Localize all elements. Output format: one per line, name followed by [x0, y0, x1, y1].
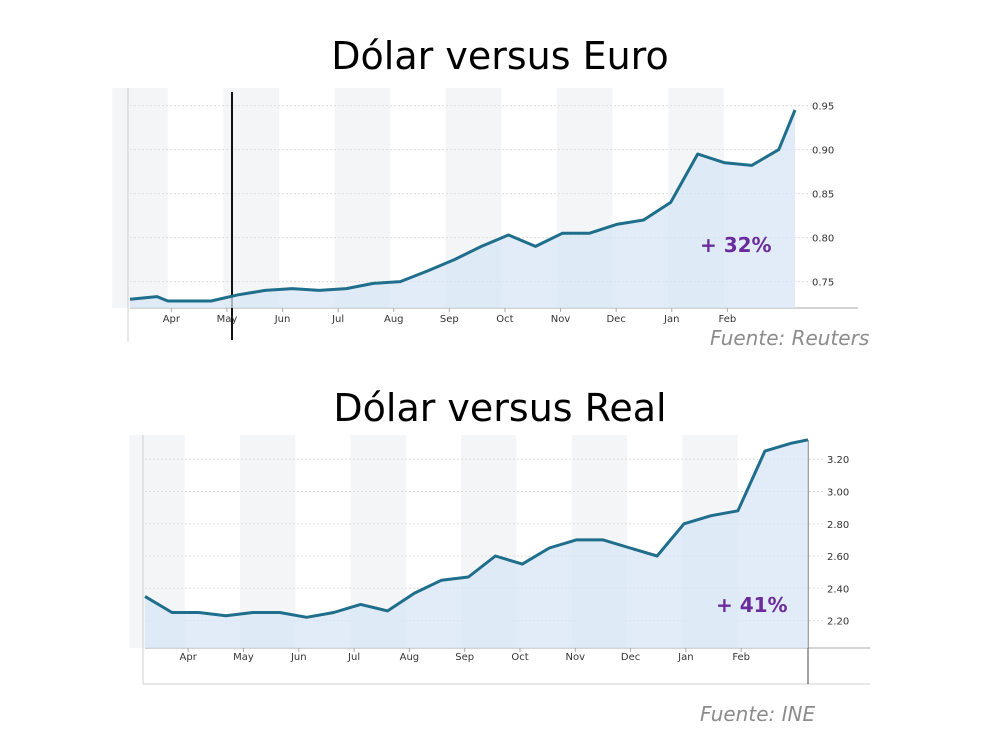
chart-1-source: Fuente: Reuters	[710, 326, 870, 350]
y-tick-label: 2.20	[827, 617, 849, 628]
series-area	[130, 110, 795, 308]
x-tick-label: Jun	[274, 314, 291, 325]
x-tick-label: May	[233, 652, 254, 663]
series-line	[129, 109, 797, 303]
change-annotation: + 41%	[716, 593, 788, 617]
x-tick-label: Sep	[455, 652, 474, 663]
x-tick-label: Dec	[621, 652, 640, 663]
y-tick-label: 0.75	[812, 278, 834, 289]
x-tick-label: Jul	[347, 652, 360, 663]
chart-1-title: Dólar versus Euro	[331, 34, 669, 78]
x-tick-label: Feb	[719, 314, 737, 325]
y-tick-label: 0.85	[812, 190, 834, 201]
x-tick-label: Jan	[677, 652, 693, 663]
y-tick-label: 2.80	[827, 520, 849, 531]
x-tick-label: Apr	[163, 314, 181, 325]
x-tick-label: Jul	[331, 314, 344, 325]
chart-2-title: Dólar versus Real	[333, 386, 667, 430]
x-tick-label: Nov	[551, 314, 571, 325]
x-tick-label: Oct	[511, 652, 528, 663]
chart-2: 2.20 2.40 2.60 2.80 3.00 3.20 Apr May Jun Jul Aug S…	[129, 435, 870, 685]
x-tick-label: Sep	[440, 314, 459, 325]
y-tick-label: 3.00	[827, 487, 849, 498]
x-tick-label: Oct	[496, 314, 513, 325]
y-tick-label: 0.80	[812, 234, 834, 245]
x-tick-label: May	[217, 314, 238, 325]
x-tick-label: Jun	[290, 652, 307, 663]
x-tick-label: Aug	[400, 652, 420, 663]
y-tick-label: 2.60	[827, 552, 849, 563]
month-band	[334, 88, 391, 308]
y-tick-label: 3.20	[827, 455, 849, 466]
month-band	[112, 88, 168, 308]
x-tick-label: Apr	[180, 652, 198, 663]
y-tick-label: 0.90	[812, 146, 834, 157]
x-tick-label: Aug	[384, 314, 404, 325]
x-tick-label: Nov	[566, 652, 586, 663]
y-tick-label: 0.95	[812, 102, 834, 113]
x-tick-label: Feb	[732, 652, 750, 663]
y-tick-label: 2.40	[827, 584, 849, 595]
chart-2-source: Fuente: INE	[700, 702, 816, 726]
series-line	[144, 438, 809, 619]
series-area	[145, 439, 808, 648]
x-tick-label: Dec	[606, 314, 625, 325]
chart-1: 0.75 0.80 0.85 0.90 0.95 Apr May Jun Jul Aug Sep Oc…	[112, 88, 858, 342]
change-annotation: + 32%	[700, 233, 772, 257]
x-tick-label: Jan	[663, 314, 679, 325]
